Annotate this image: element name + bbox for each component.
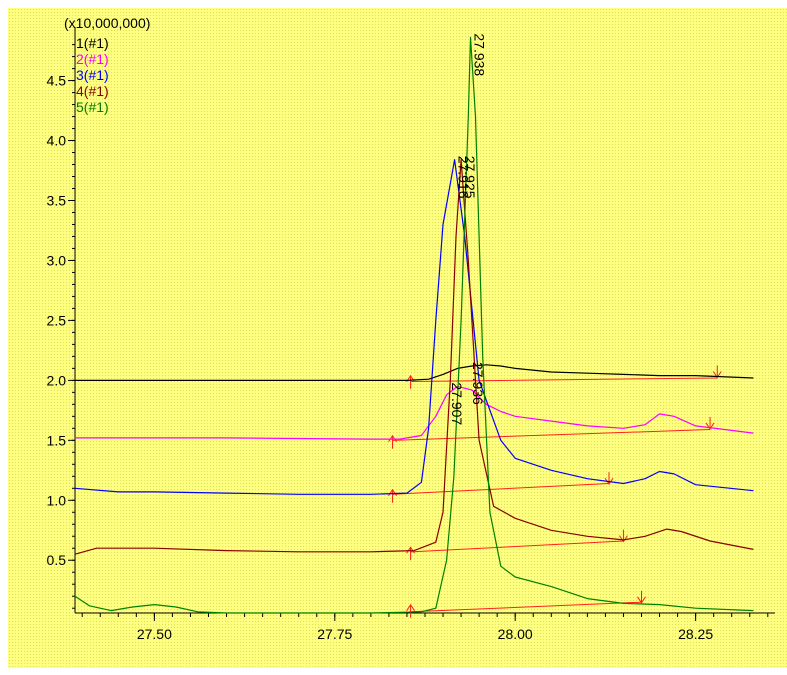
integration-marker bbox=[406, 374, 415, 389]
y-tick-label: 4.5 bbox=[47, 73, 67, 89]
integration-marker bbox=[406, 546, 415, 561]
series-line-1 bbox=[75, 364, 754, 381]
peak-label-3: 27.916 bbox=[456, 156, 472, 199]
peak-label-2: 27.907 bbox=[449, 382, 465, 425]
baseline-2 bbox=[392, 429, 711, 441]
series-line-3 bbox=[74, 159, 754, 495]
marker-head bbox=[712, 371, 722, 379]
series-line-4 bbox=[74, 159, 754, 555]
x-tick-label: 27.50 bbox=[137, 626, 172, 642]
x-tick-label: 27.75 bbox=[317, 626, 352, 642]
baseline-4 bbox=[410, 540, 624, 553]
y-tick-label: 0.5 bbox=[47, 552, 67, 568]
series-line-2 bbox=[75, 385, 754, 440]
series-lines bbox=[74, 36, 754, 614]
marker-head bbox=[705, 422, 715, 430]
y-tick-label: 2.0 bbox=[47, 372, 67, 388]
x-tick-label: 28.25 bbox=[678, 626, 713, 642]
marker-head bbox=[604, 477, 614, 485]
legend-entry-1: 1(#1) bbox=[76, 35, 109, 51]
integration-marker bbox=[712, 365, 722, 379]
y-multiplier-label: (x10,000,000) bbox=[64, 15, 150, 31]
y-tick-label: 3.5 bbox=[47, 192, 67, 208]
y-tick-label: 3.0 bbox=[47, 252, 67, 268]
peak-label-4: 27.925 bbox=[462, 156, 478, 199]
integration-marker bbox=[388, 488, 397, 503]
y-tick-label: 4.0 bbox=[47, 133, 67, 149]
baseline-1 bbox=[410, 377, 718, 383]
chart-svg: 0.5 1.0 1.5 2.0 2.5 3.0 3.5 4.0 4.5 (x10,000,000)… bbox=[47, 15, 775, 642]
x-tick-label: 28.00 bbox=[498, 626, 533, 642]
marker-head bbox=[406, 603, 415, 612]
chromatogram-chart: 0.5 1.0 1.5 2.0 2.5 3.0 3.5 4.0 4.5 (x10,000,000)… bbox=[8, 8, 787, 668]
peak-label-5: 27.938 bbox=[472, 33, 488, 76]
y-tick-label: 1.5 bbox=[47, 432, 67, 448]
legend-entry-2: 2(#1) bbox=[76, 51, 109, 67]
baseline-5 bbox=[410, 601, 642, 613]
series-line-5 bbox=[74, 36, 754, 614]
legend-entry-3: 3(#1) bbox=[76, 67, 109, 83]
legend: 1(#1)2(#1)3(#1)4(#1)5(#1) bbox=[76, 35, 109, 115]
baseline-3 bbox=[392, 482, 610, 495]
marker-head bbox=[637, 596, 646, 604]
integration-marker bbox=[705, 416, 715, 430]
legend-entry-4: 4(#1) bbox=[76, 83, 109, 99]
legend-entry-5: 5(#1) bbox=[76, 99, 109, 115]
y-tick-label: 2.5 bbox=[47, 312, 67, 328]
integration-marker bbox=[388, 434, 397, 449]
axes: 0.5 1.0 1.5 2.0 2.5 3.0 3.5 4.0 4.5 (x10,000,000)… bbox=[47, 15, 775, 642]
integration-marker bbox=[637, 590, 646, 604]
baselines bbox=[388, 365, 722, 618]
marker-head bbox=[388, 434, 397, 442]
y-tick-label: 1.0 bbox=[47, 492, 67, 508]
marker-head bbox=[619, 535, 628, 543]
peak-label-1: 27.936 bbox=[470, 362, 486, 405]
